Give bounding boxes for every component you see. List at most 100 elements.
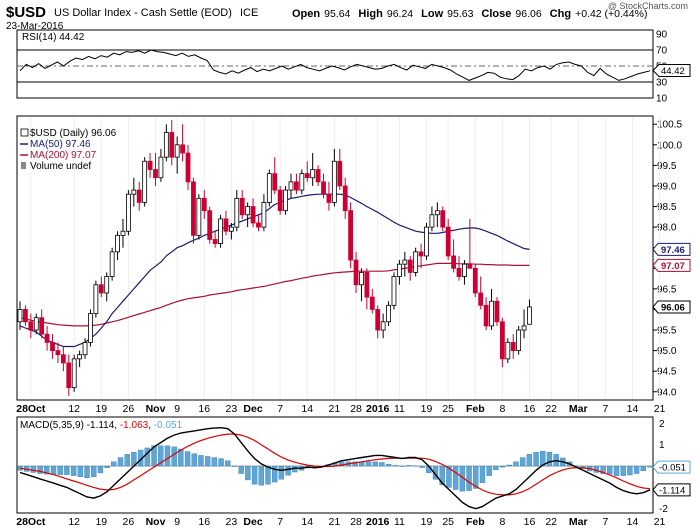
candle	[434, 202, 440, 228]
ma50-last-badge	[652, 242, 691, 256]
legend-swatch-volume	[21, 162, 26, 169]
candle	[158, 148, 164, 182]
x-tick-label: Nov	[146, 516, 166, 528]
candle-body	[429, 214, 435, 228]
x-tick-label: 7	[602, 516, 608, 528]
macd-hist-bar	[238, 465, 244, 474]
candle-body	[239, 197, 245, 216]
candle-body	[98, 284, 104, 294]
candle-body	[218, 218, 223, 244]
candle	[120, 218, 126, 248]
candle-body	[462, 263, 467, 277]
macd-hist-bar	[225, 460, 231, 467]
macd-hist-bar	[171, 446, 177, 467]
x-tick-label: 12	[68, 403, 80, 415]
candle	[239, 190, 245, 219]
macd-hist-bar	[446, 465, 452, 488]
candle	[169, 120, 175, 166]
candle-body	[283, 189, 288, 212]
x-tick-label: Mar	[569, 516, 588, 528]
candle	[369, 288, 375, 314]
macd-tick-label: -2	[659, 504, 668, 515]
x-tick-label: 16	[524, 516, 536, 528]
candle-body	[342, 185, 348, 212]
candle	[510, 334, 516, 359]
macd-hist-bar	[50, 465, 57, 475]
candle-body	[82, 341, 88, 356]
macd-hist-bar	[439, 465, 445, 486]
candle	[272, 157, 278, 195]
macd-hist-bar	[285, 465, 291, 476]
instrument-name: US Dollar Index - Cash Settle (EOD)	[54, 7, 232, 19]
candle	[147, 153, 153, 178]
macd-hist-bar	[37, 465, 43, 474]
macd-tick-label: 1	[659, 440, 665, 451]
ma50-last-value: 97.46	[661, 245, 685, 256]
watermark: @ StockCharts.com	[608, 1, 688, 11]
macd-hist-bar	[406, 465, 412, 467]
candle	[391, 272, 397, 310]
x-tick-label: 7	[277, 403, 283, 415]
macd-hist-bar	[600, 465, 606, 474]
macd-hist-last: -0.051	[659, 463, 686, 474]
candle	[115, 231, 120, 261]
candle	[126, 190, 131, 236]
rsi-last-badge	[652, 63, 691, 77]
macd-hist-bar	[627, 465, 633, 476]
macd-hist-bar	[640, 465, 646, 471]
macd-hist-bar	[392, 465, 399, 467]
ohlc-value: 96.24	[387, 8, 413, 20]
candle	[283, 185, 288, 215]
candle	[277, 185, 283, 215]
macd-hist-bar	[97, 465, 104, 474]
candle-body	[331, 160, 337, 203]
candle	[223, 210, 229, 236]
price-legend-item: Volume undef	[30, 161, 91, 172]
candle	[77, 350, 83, 368]
candle	[299, 169, 305, 195]
candle-body	[337, 160, 343, 187]
x-tick-label: 11	[394, 403, 405, 415]
macd-hist-bar	[352, 461, 358, 467]
legend-swatch-candle	[20, 128, 29, 137]
candle-body	[467, 263, 473, 269]
x-tick-label: 21	[654, 403, 666, 415]
macd-hist-bar	[164, 445, 171, 467]
macd-hist-bar	[379, 462, 385, 467]
candle-body	[169, 132, 175, 158]
candle-body	[489, 300, 494, 327]
x-tick-label: 8	[499, 516, 505, 528]
macd-hist-bar	[158, 445, 164, 467]
macd-hist-bar	[499, 465, 506, 468]
close-last-value: 96.06	[661, 302, 685, 313]
symbol-title: $USD	[6, 4, 46, 21]
macd-hist-bar	[613, 465, 620, 476]
x-tick-label: 25	[442, 403, 454, 415]
rsi-tick-label: 70	[656, 46, 668, 57]
x-tick-label: Dec	[243, 403, 262, 415]
x-tick-label: 8	[499, 403, 505, 415]
x-tick-label: 22	[545, 516, 557, 528]
candle	[185, 144, 191, 191]
candle-body	[326, 193, 332, 203]
candle-body	[359, 272, 364, 286]
x-tick-label: 26	[123, 516, 135, 528]
x-tick-label: 16	[524, 403, 536, 415]
candle	[60, 346, 66, 372]
x-tick-label: 14	[627, 516, 639, 528]
candle	[218, 214, 223, 248]
macd-line	[19, 426, 651, 510]
candle	[153, 153, 158, 186]
ohlc-summary: Open 95.64 High 96.24 Low 95.63 Close 96.06 Chg +…	[292, 8, 647, 20]
candle-body	[445, 226, 451, 257]
price-tick-label: 94.0	[657, 387, 677, 398]
candle-body	[207, 210, 213, 240]
macd-title-part: MACD(5,35,9)	[20, 420, 84, 431]
candle	[396, 260, 402, 285]
macd-hist-bar	[231, 465, 238, 467]
candle-body	[191, 181, 196, 236]
candle-body	[131, 189, 137, 195]
macd-hist-bar	[57, 465, 63, 475]
x-tick-label: 21	[654, 516, 666, 528]
macd-hist-bar	[245, 465, 251, 481]
